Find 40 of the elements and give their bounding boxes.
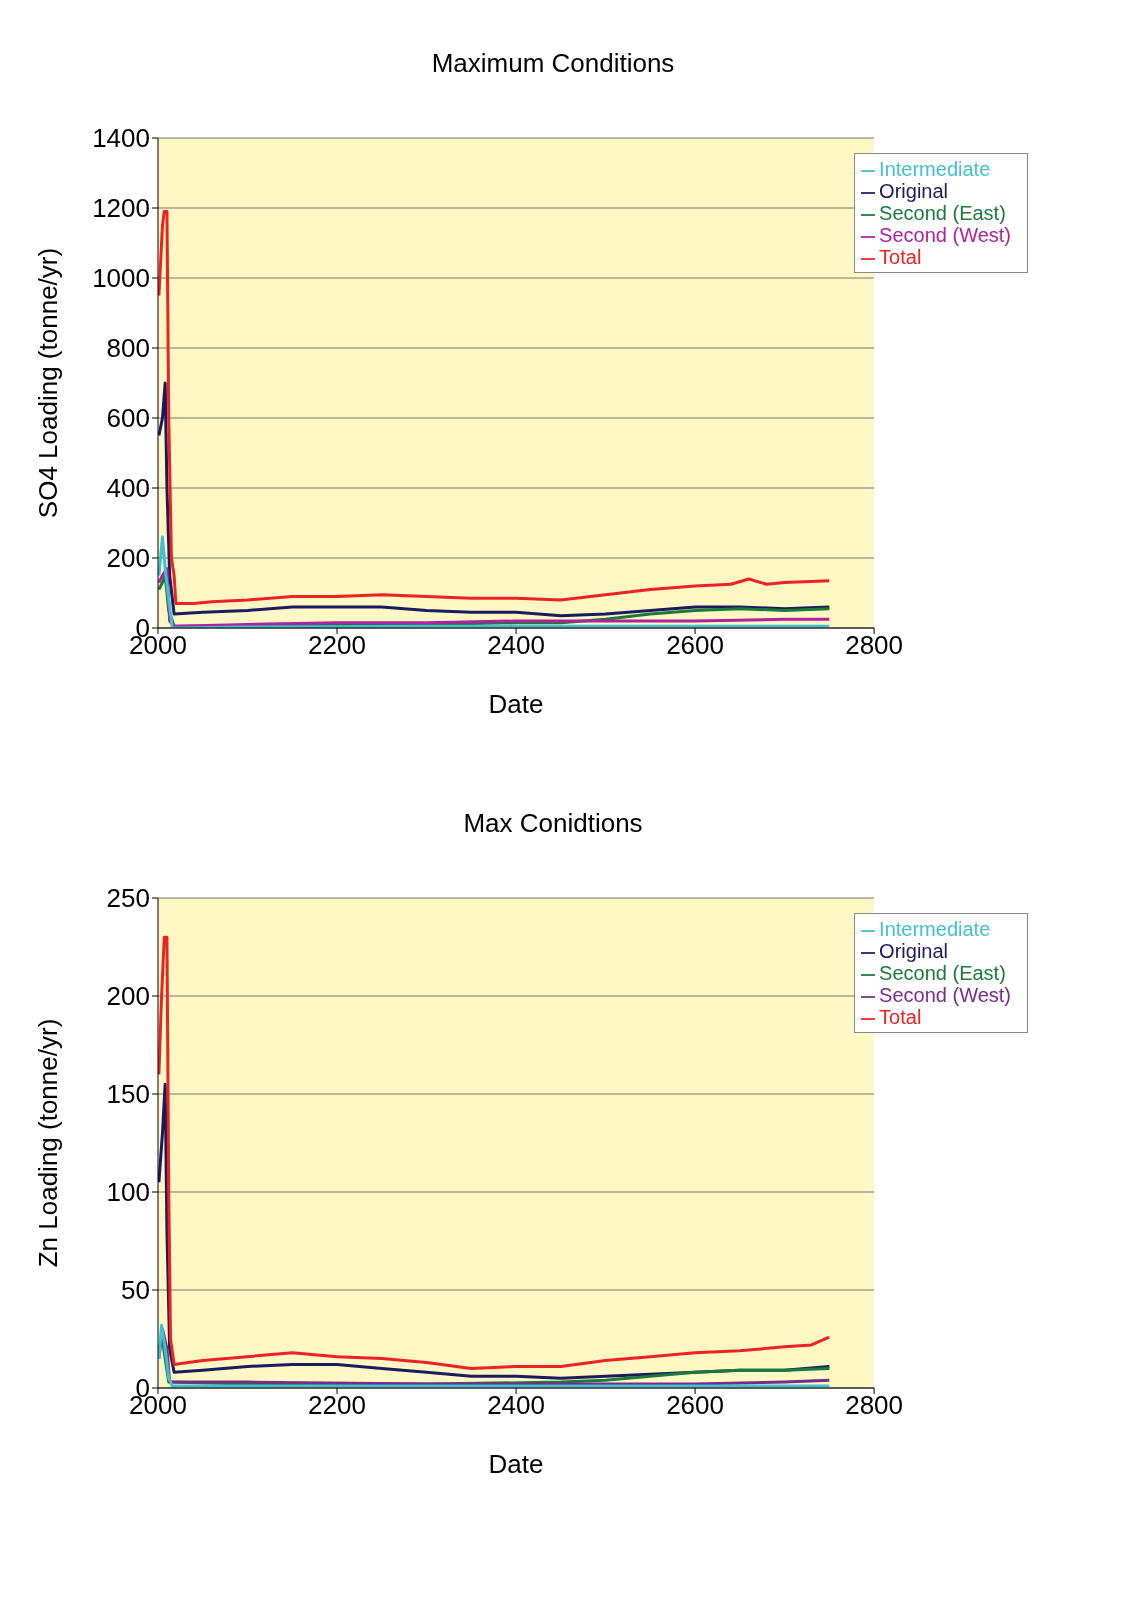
x-tick-label: 2400 [487,630,545,661]
x-tick-label: 2200 [308,1390,366,1421]
y-tick-label: 1400 [92,123,150,154]
y-tick-label: 1000 [92,263,150,294]
line-series [158,381,831,618]
legend-label: Second (West) [879,984,1011,1006]
y-tick-label: 150 [106,1079,150,1110]
x-tick-label: 2600 [666,630,724,661]
chart-title: Max Conidtions [463,808,643,838]
x-tick-label: 2600 [666,1390,724,1421]
y-tick-label: 400 [106,473,150,504]
chart-title: Maximum Conditions [431,48,675,78]
y-tick-label: 100 [106,1177,150,1208]
y-tick-label: 250 [106,883,150,914]
y-tick-label: 1200 [92,193,150,224]
y-tick-label: 800 [106,333,150,364]
legend-label: Second (West) [879,224,1011,246]
legend-label: Original [879,940,949,962]
legend-label: Intermediate [879,918,991,940]
y-tick-label: 600 [106,403,150,434]
x-tick-label: 2400 [487,1390,545,1421]
x-axis-title: Date [488,689,544,719]
line-series [158,935,831,1370]
y-axis-title: Zn Loading (tonne/yr) [33,1018,64,1268]
y-tick-label: 50 [121,1275,150,1306]
x-tick-label: 2800 [845,630,904,661]
legend-label: Second (East) [879,202,1006,224]
legend-label: Original [879,180,949,202]
x-tick-label: 2800 [845,1390,904,1421]
y-tick-label: 200 [106,543,150,574]
x-axis-title: Date [488,1449,544,1479]
y-axis-title: SO4 Loading (tonne/yr) [33,247,64,519]
line-series [158,210,831,605]
legend-label: Intermediate [879,158,991,180]
legend-label: Second (East) [879,962,1006,984]
legend-label: Total [879,246,922,268]
line-series [158,535,831,628]
y-tick-label: 200 [106,981,150,1012]
x-tick-label: 2200 [308,630,366,661]
legend-label: Total [879,1006,922,1028]
